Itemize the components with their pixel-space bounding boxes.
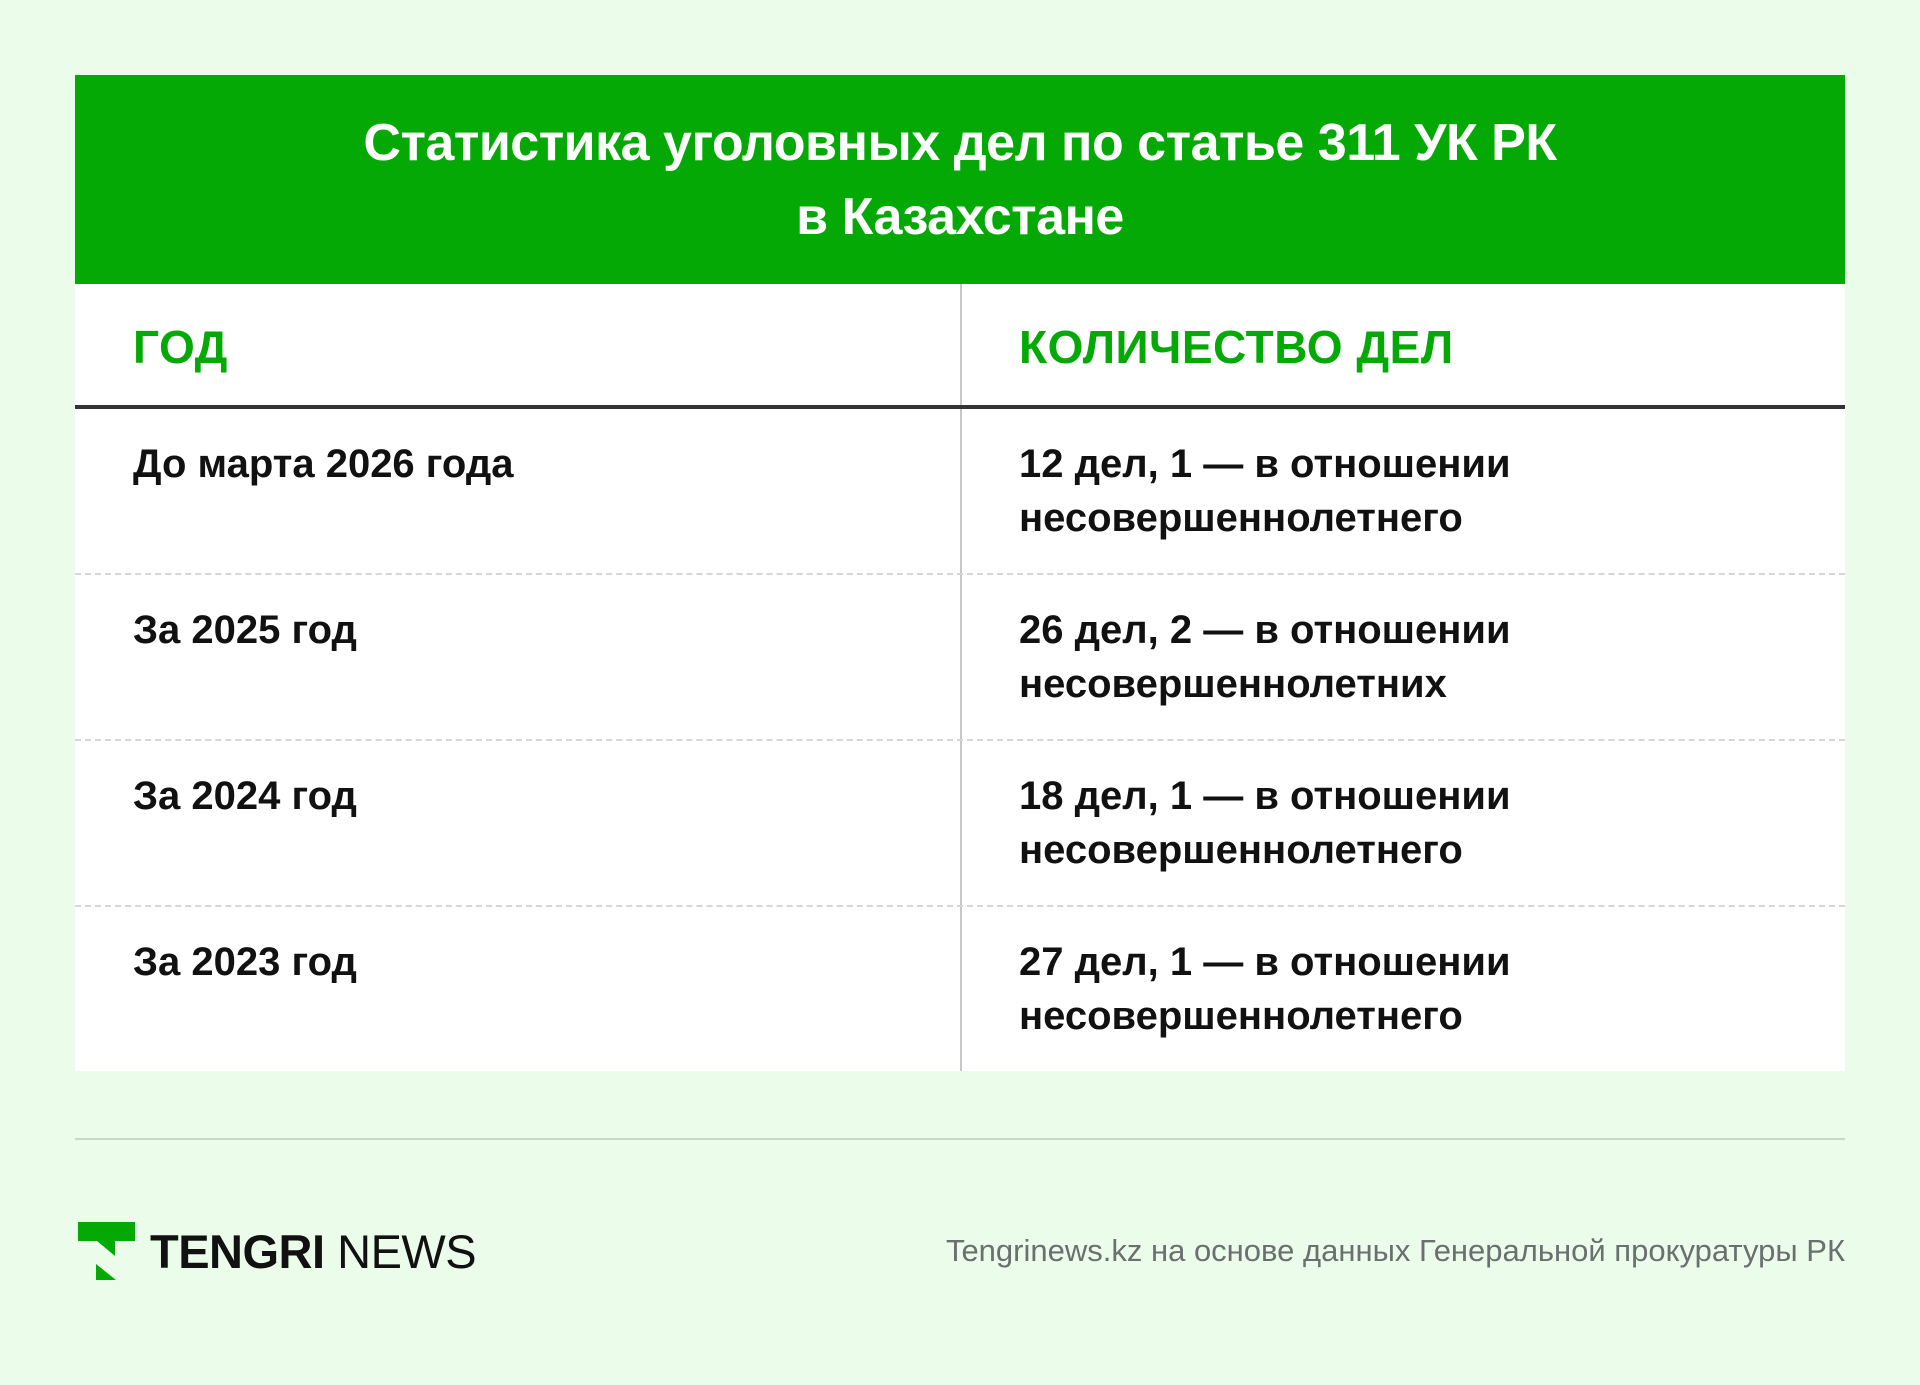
table-row: За 2023 год 27 дел, 1 — в отношении несов… xyxy=(75,905,1845,1071)
column-header-row: ГОД КОЛИЧЕСТВО ДЕЛ xyxy=(75,284,1845,409)
count-line-1: 26 дел, 2 — в отношении xyxy=(1019,608,1511,652)
count-cell: 26 дел, 2 — в отношении несовершеннолетни… xyxy=(960,575,1845,739)
count-line-2: несовершеннолетнего xyxy=(1019,994,1463,1038)
table-row: За 2024 год 18 дел, 1 — в отношении несов… xyxy=(75,739,1845,905)
title-line-1: Статистика уголовных дел по статье 311 У… xyxy=(363,113,1557,172)
year-cell: За 2025 год xyxy=(133,608,357,652)
count-cell: 18 дел, 1 — в отношении несовершеннолетне… xyxy=(960,741,1845,905)
year-cell: За 2024 год xyxy=(133,774,357,818)
count-line-2: несовершеннолетних xyxy=(1019,662,1447,706)
title-line-2: в Казахстане xyxy=(796,187,1124,246)
tengri-logo-icon xyxy=(78,1222,135,1280)
source-note: Tengrinews.kz на основе данных Генеральн… xyxy=(945,1233,1845,1268)
footer-divider xyxy=(75,1138,1845,1140)
year-cell: До марта 2026 года xyxy=(133,442,514,486)
table-title: Статистика уголовных дел по статье 311 У… xyxy=(75,75,1845,284)
logo-bold-text: TENGRI xyxy=(150,1224,325,1278)
stats-table-card: Статистика уголовных дел по статье 311 У… xyxy=(75,75,1845,1071)
tengri-news-logo: TENGRI NEWS xyxy=(78,1222,477,1280)
count-line-1: 12 дел, 1 — в отношении xyxy=(1019,442,1511,486)
logo-wordmark: TENGRI NEWS xyxy=(150,1224,477,1279)
column-header-year: ГОД xyxy=(133,321,228,373)
count-cell: 12 дел, 1 — в отношении несовершеннолетне… xyxy=(960,409,1845,573)
count-line-1: 18 дел, 1 — в отношении xyxy=(1019,774,1511,818)
count-line-2: несовершеннолетнего xyxy=(1019,496,1463,540)
count-line-2: несовершеннолетнего xyxy=(1019,828,1463,872)
logo-light-text: NEWS xyxy=(337,1224,477,1278)
count-cell: 27 дел, 1 — в отношении несовершеннолетне… xyxy=(960,907,1845,1071)
table-row: До марта 2026 года 12 дел, 1 — в отношен… xyxy=(75,409,1845,573)
table-row: За 2025 год 26 дел, 2 — в отношении несов… xyxy=(75,573,1845,739)
count-line-1: 27 дел, 1 — в отношении xyxy=(1019,940,1511,984)
year-cell: За 2023 год xyxy=(133,940,357,984)
column-header-count: КОЛИЧЕСТВО ДЕЛ xyxy=(960,284,1845,405)
